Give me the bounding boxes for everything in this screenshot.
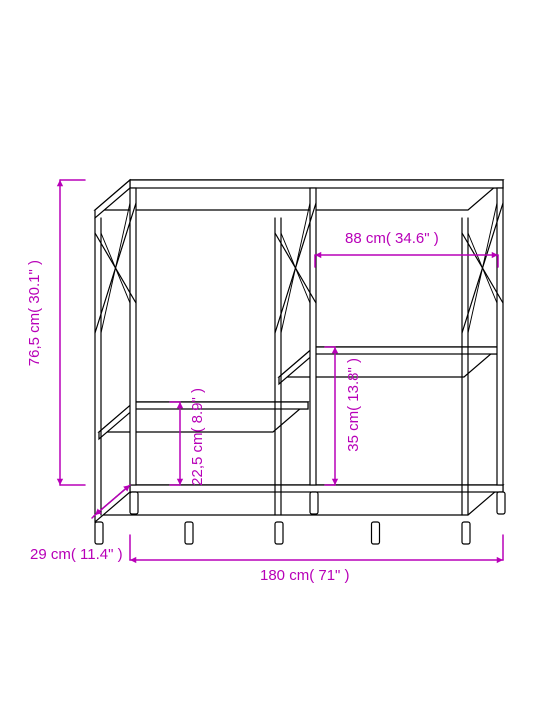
dim-label-depth: 29 cm( 11.4" ) — [30, 546, 123, 563]
dim-label-height-total: 76,5 cm( 30.1" ) — [26, 260, 43, 366]
dim-label-shelf-right-h: 35 cm( 13.8" ) — [345, 358, 362, 452]
dim-label-width-total: 180 cm( 71" ) — [260, 567, 350, 584]
diagram-canvas — [0, 0, 540, 720]
dim-label-shelf-left-h: 22,5 cm( 8.9" ) — [189, 388, 206, 486]
dim-label-shelf-right-w: 88 cm( 34.6" ) — [345, 230, 439, 247]
